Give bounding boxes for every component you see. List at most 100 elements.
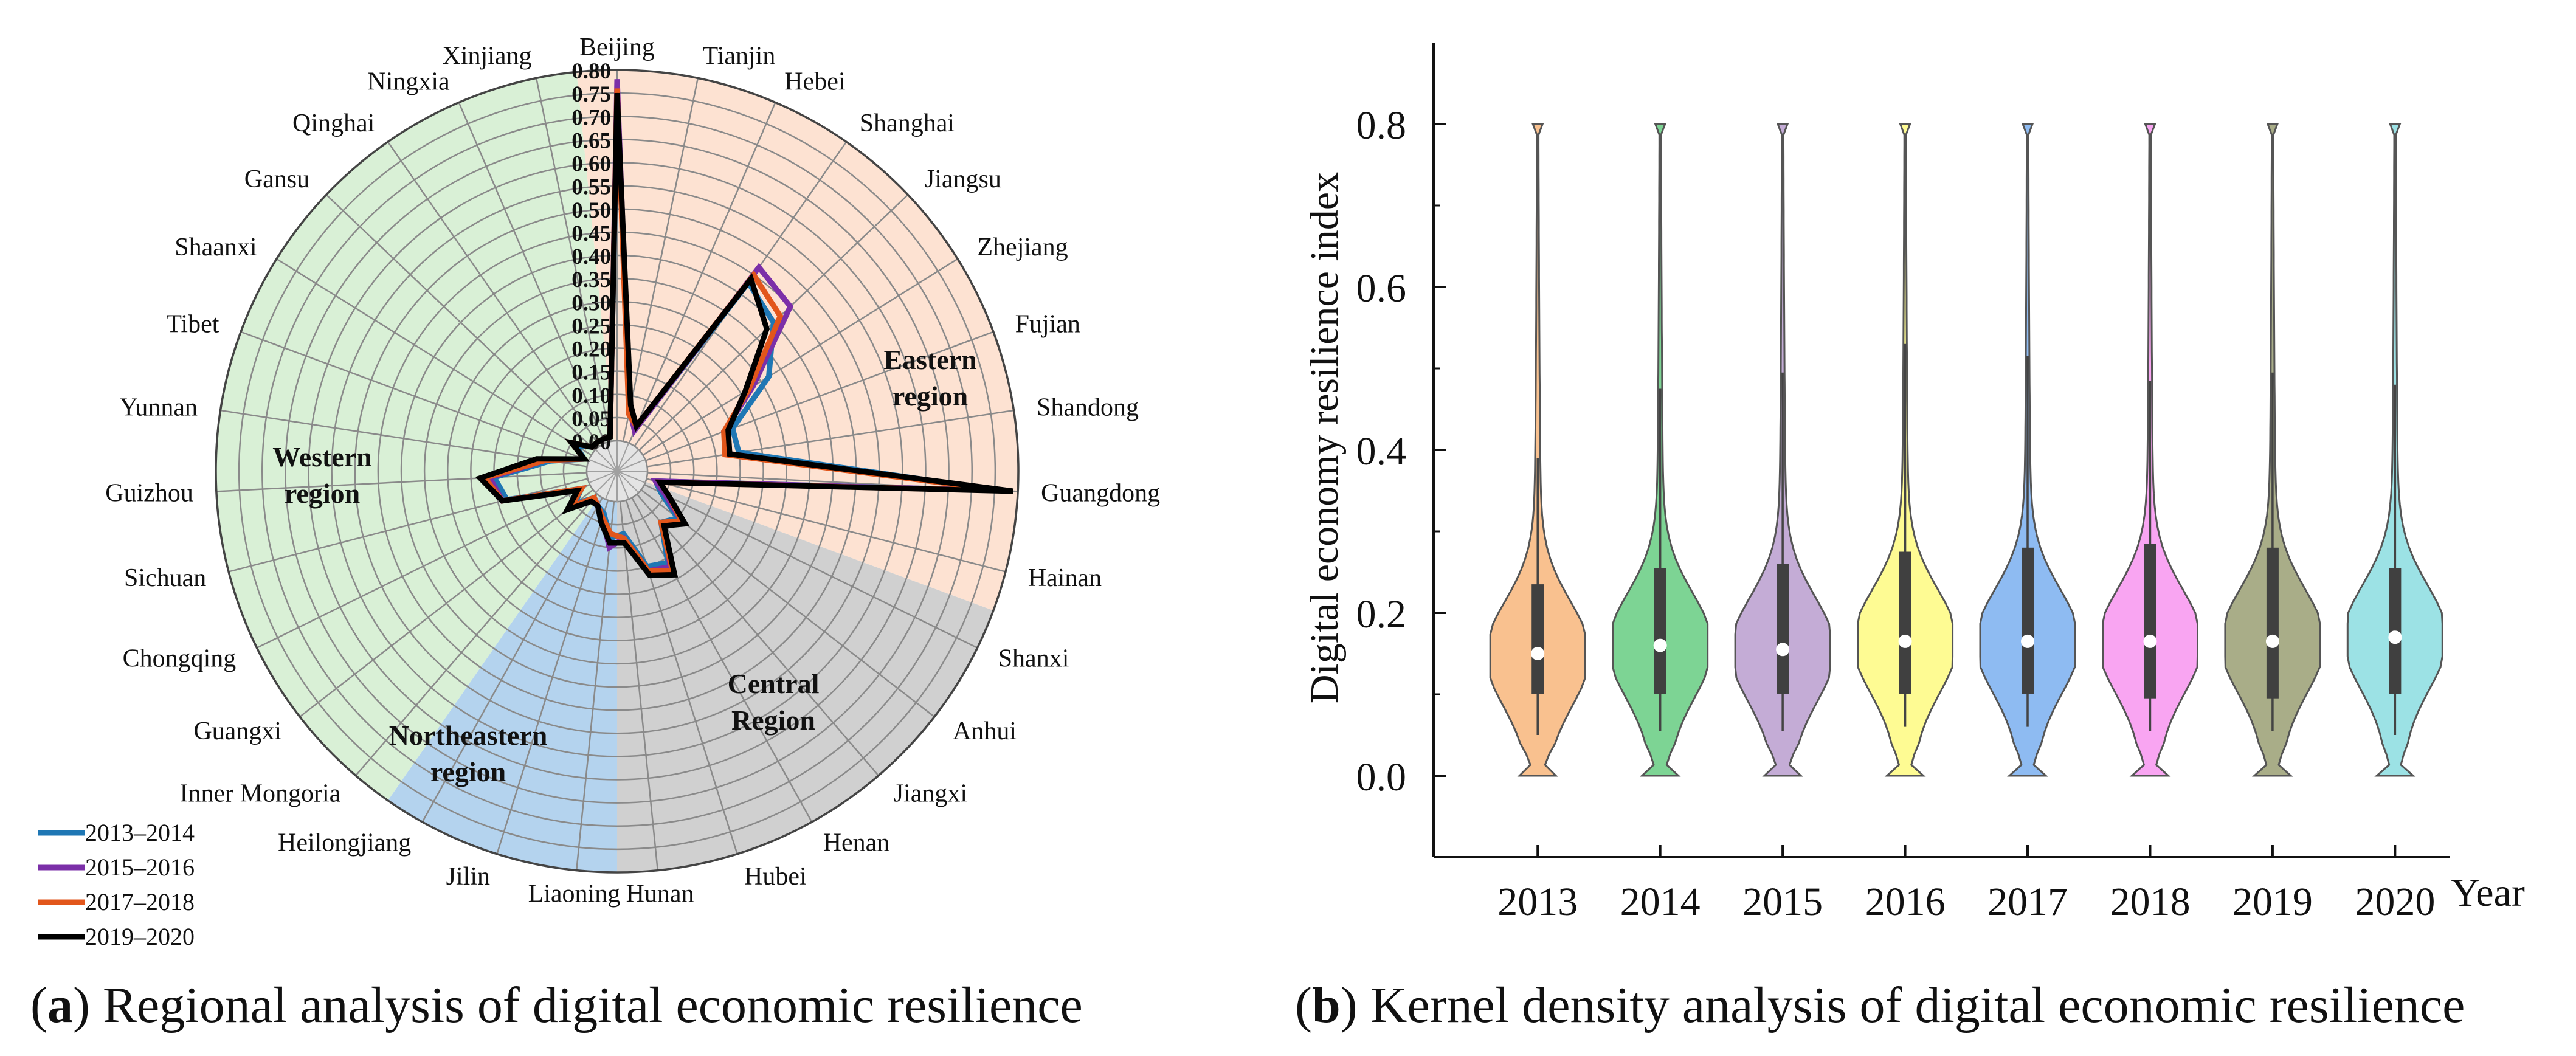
grid-spoke — [619, 501, 659, 871]
violin-box — [2266, 547, 2279, 699]
x-tick-label: 2016 — [1865, 880, 1946, 924]
hub-spoke — [616, 471, 630, 500]
category-label: Chongqing — [123, 644, 237, 672]
x-axis-label: Year — [2451, 871, 2525, 915]
hub-spoke — [616, 458, 646, 472]
radial-tick-label: 0.70 — [571, 105, 611, 130]
caption-a-letter: a — [47, 977, 73, 1034]
category-label: Jiangxi — [894, 780, 967, 808]
hub-spoke — [604, 471, 618, 500]
radial-tick-label: 0.25 — [571, 314, 611, 339]
grid-spoke — [644, 483, 978, 649]
y-axis-label: Digital economy resilience index — [1302, 172, 1347, 703]
region-label: Eastern region — [883, 344, 976, 412]
grid-spoke — [325, 194, 596, 451]
radial-tick-label: 0.75 — [571, 82, 611, 107]
radial-tick-label: 0.15 — [571, 361, 611, 385]
hub-spoke — [595, 449, 618, 472]
y-tick-label: 0.6 — [1356, 266, 1407, 311]
violin-box — [2144, 544, 2156, 699]
region-label: Western region — [272, 441, 372, 509]
category-label: Shandong — [1037, 393, 1139, 421]
grid-spoke — [642, 258, 958, 456]
hub-spoke — [616, 471, 640, 494]
radial-tick-label: 0.20 — [571, 337, 611, 362]
radar-border — [215, 69, 1020, 874]
category-label: Gansu — [244, 165, 309, 193]
legend-label: 2013–2014 — [85, 819, 195, 846]
grid-spoke — [421, 497, 603, 823]
violin-median — [2143, 634, 2157, 648]
category-label: Hubei — [744, 863, 807, 891]
category-label: Hebei — [784, 68, 845, 96]
category-label: Fujian — [1015, 311, 1080, 339]
y-tick-label: 0.2 — [1356, 592, 1407, 637]
hub-spoke — [589, 458, 618, 472]
radial-tick-label: 0.10 — [571, 384, 611, 409]
x-tick-label: 2013 — [1497, 880, 1578, 924]
grid-spoke — [387, 141, 601, 447]
violin-box — [1654, 568, 1666, 694]
grid-spoke — [220, 409, 587, 468]
grid-spoke — [645, 331, 994, 461]
category-label: Henan — [823, 829, 890, 857]
radial-tick-label: 0.55 — [571, 175, 611, 200]
hub-spoke — [616, 471, 646, 484]
x-tick-label: 2017 — [1987, 880, 2068, 924]
category-label: Zhejiang — [977, 233, 1068, 261]
hub-spoke — [595, 471, 618, 494]
violin-median — [2021, 634, 2035, 648]
category-label: Guangdong — [1041, 479, 1160, 507]
grid-spoke — [299, 489, 594, 717]
legend-label: 2017–2018 — [85, 888, 195, 916]
category-label: Shanghai — [860, 109, 955, 137]
grid-spoke — [628, 102, 776, 444]
x-tick-label: 2015 — [1742, 880, 1823, 924]
category-label: Tibet — [166, 311, 219, 339]
violin-body — [1489, 123, 1586, 777]
category-label: Liaoning — [528, 880, 621, 908]
caption-b-text: Kernel density analysis of digital econo… — [1370, 977, 2465, 1034]
hub-spoke — [589, 471, 618, 484]
category-label: Hunan — [626, 880, 694, 908]
x-tick-label: 2014 — [1620, 880, 1701, 924]
grid-spoke — [276, 258, 592, 456]
category-label: Hainan — [1028, 564, 1102, 592]
violin-median — [2265, 634, 2279, 648]
radial-tick-label: 0.45 — [571, 221, 611, 246]
x-tick-label: 2018 — [2110, 880, 2190, 924]
grid-spoke — [240, 331, 589, 461]
caption-a: (a) Regional analysis of digital economi… — [30, 977, 1083, 1034]
category-label: Xinjiang — [443, 42, 532, 70]
radial-tick-label: 0.50 — [571, 198, 611, 223]
violin-median — [1898, 634, 1912, 648]
violin-median — [2388, 630, 2402, 644]
hub-spoke — [616, 443, 630, 472]
caption-b-letter: b — [1311, 977, 1341, 1034]
category-label: Shanxi — [998, 644, 1069, 672]
violin-median — [1776, 643, 1790, 657]
grid-spoke — [216, 472, 587, 492]
radial-tick-label: 0.30 — [571, 291, 611, 316]
radar-chart: 0.000.050.100.150.200.250.300.350.400.45… — [38, 33, 1160, 950]
grid-spoke — [458, 102, 606, 444]
hub-spoke — [604, 443, 618, 472]
category-label: Guangxi — [193, 717, 281, 745]
grid-spoke — [631, 497, 813, 823]
category-label: Guizhou — [105, 479, 193, 507]
category-label: Tianjin — [703, 42, 776, 70]
category-label: Beijing — [579, 33, 655, 61]
grid-spoke — [256, 483, 590, 649]
category-label: Heilongjiang — [278, 829, 411, 857]
radial-tick-label: 0.05 — [571, 407, 611, 432]
radial-tick-label: 0.60 — [571, 152, 611, 177]
grid-spoke — [647, 409, 1014, 468]
legend-label: 2019–2020 — [85, 923, 195, 950]
category-label: Inner Mongoria — [180, 780, 341, 808]
y-tick-label: 0.4 — [1356, 429, 1407, 474]
violin-box — [1899, 551, 1911, 694]
grid-spoke — [535, 78, 612, 442]
region-sector — [387, 471, 617, 872]
